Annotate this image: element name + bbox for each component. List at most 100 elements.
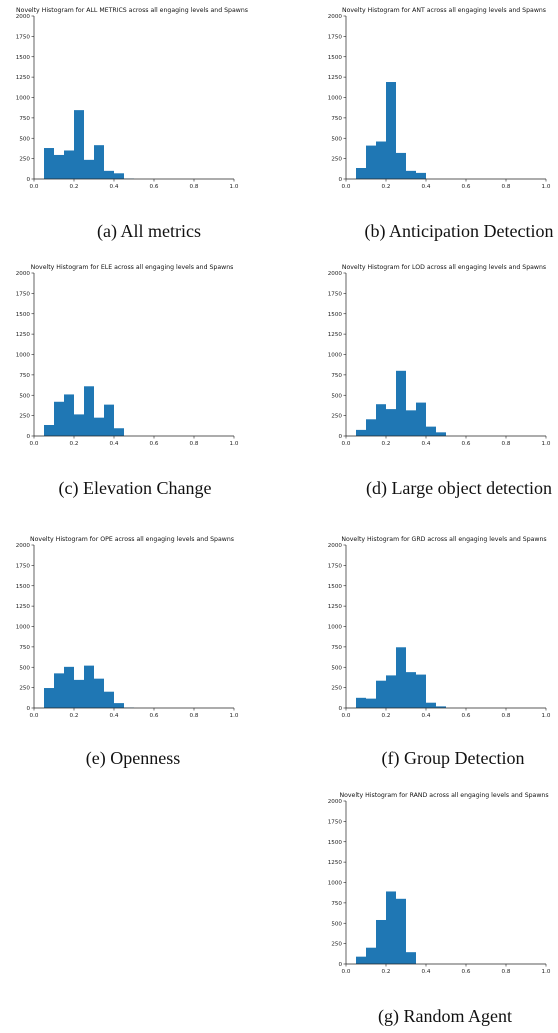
y-tick-label: 1250 [16, 604, 31, 610]
x-tick-label: 1.0 [542, 441, 551, 447]
histogram-bar [114, 428, 124, 436]
y-tick-label: 0 [338, 962, 342, 968]
histogram-bar [114, 173, 124, 179]
chart-all-metrics: Novelty Histogram for ALL METRICS across… [16, 7, 248, 190]
y-tick-label: 1500 [16, 584, 31, 590]
y-tick-label: 2000 [328, 14, 343, 20]
y-tick-label: 0 [26, 434, 30, 440]
caption-openness: (e) Openness [85, 748, 181, 768]
caption-elevation-change: (c) Elevation Change [58, 478, 212, 498]
histogram-bar [406, 672, 416, 708]
histogram-bar [376, 919, 386, 964]
chart-anticipation-detection: Novelty Histogram for ANT across all eng… [328, 7, 551, 190]
histogram-bar [94, 678, 104, 708]
y-tick-label: 0 [338, 177, 342, 183]
panel-large-object-detection: Novelty Histogram for LOD across all eng… [316, 260, 558, 498]
y-tick-label: 250 [19, 414, 30, 420]
y-tick-label: 2000 [16, 543, 31, 549]
x-tick-label: 0.4 [110, 441, 119, 447]
histogram-bar [74, 110, 84, 179]
x-tick-label: 0.4 [422, 713, 431, 719]
histogram-bar [386, 409, 396, 436]
x-tick-label: 0.0 [342, 441, 351, 447]
panel-anticipation-detection: Novelty Histogram for ANT across all eng… [316, 3, 558, 241]
y-tick-label: 1000 [328, 96, 343, 102]
x-tick-label: 0.6 [462, 184, 471, 190]
histogram-bar [54, 154, 64, 179]
y-tick-label: 1000 [16, 96, 31, 102]
y-tick-label: 1750 [16, 291, 31, 297]
y-tick-label: 1750 [328, 291, 343, 297]
x-tick-label: 0.8 [502, 441, 511, 447]
y-tick-label: 1000 [16, 353, 31, 359]
histogram-bar [54, 673, 64, 708]
x-tick-label: 0.8 [502, 184, 511, 190]
panel-openness: Novelty Histogram for OPE across all eng… [4, 532, 274, 768]
y-tick-label: 250 [331, 686, 342, 692]
y-tick-label: 1500 [328, 312, 343, 318]
histogram-bar [104, 170, 114, 179]
y-tick-label: 1750 [328, 34, 343, 40]
histogram-bar [54, 401, 64, 436]
histogram-bar [84, 386, 94, 436]
x-tick-label: 1.0 [542, 713, 551, 719]
chart-title: Novelty Histogram for OPE across all eng… [30, 536, 234, 543]
y-tick-label: 1250 [328, 604, 343, 610]
caption-anticipation-detection: (b) Anticipation Detection [364, 221, 554, 241]
x-tick-label: 0.0 [30, 184, 39, 190]
histogram-bar [386, 82, 396, 179]
chart-title: Novelty Histogram for ELE across all eng… [31, 264, 234, 271]
y-tick-label: 1500 [16, 312, 31, 318]
histogram-bar [366, 947, 376, 964]
y-tick-label: 750 [331, 116, 342, 122]
y-tick-label: 1250 [328, 860, 343, 866]
y-tick-label: 1000 [328, 881, 343, 887]
histogram-bar [64, 150, 74, 179]
chart-title: Novelty Histogram for LOD across all eng… [342, 264, 546, 271]
x-tick-label: 0.0 [342, 969, 351, 975]
y-tick-label: 500 [331, 921, 342, 927]
y-tick-label: 1000 [328, 625, 343, 631]
caption-group-detection: (f) Group Detection [381, 748, 525, 768]
y-tick-label: 250 [19, 157, 30, 163]
histogram-bar [356, 956, 366, 964]
x-tick-label: 0.6 [150, 713, 159, 719]
y-tick-label: 1250 [16, 75, 31, 81]
y-tick-label: 1250 [16, 332, 31, 338]
histogram-bar [416, 172, 426, 179]
y-tick-label: 2000 [16, 14, 31, 20]
y-tick-label: 1750 [328, 819, 343, 825]
caption-all-metrics: (a) All metrics [97, 221, 201, 241]
y-tick-label: 1500 [328, 840, 343, 846]
histogram-bar [396, 647, 406, 708]
histogram-bar [64, 666, 74, 708]
histogram-bar [396, 370, 406, 436]
y-tick-label: 250 [19, 686, 30, 692]
histogram-bar [436, 706, 446, 708]
histogram-bar [406, 170, 416, 179]
x-tick-label: 0.2 [70, 441, 79, 447]
y-tick-label: 750 [331, 645, 342, 651]
histogram-bar [416, 674, 426, 708]
y-tick-label: 1750 [328, 563, 343, 569]
histogram-bar [386, 675, 396, 708]
x-tick-label: 0.8 [190, 713, 199, 719]
histogram-bar [406, 410, 416, 436]
panel-all-metrics: Novelty Histogram for ALL METRICS across… [4, 3, 274, 241]
y-tick-label: 250 [331, 942, 342, 948]
x-tick-label: 0.2 [70, 713, 79, 719]
x-tick-label: 0.0 [30, 441, 39, 447]
y-tick-label: 1500 [328, 55, 343, 61]
x-tick-label: 0.8 [502, 713, 511, 719]
y-tick-label: 1500 [328, 584, 343, 590]
x-tick-label: 1.0 [230, 184, 239, 190]
chart-large-object-detection: Novelty Histogram for LOD across all eng… [328, 264, 551, 447]
y-tick-label: 0 [26, 706, 30, 712]
x-tick-label: 0.4 [110, 184, 119, 190]
histogram-bar [426, 702, 436, 708]
histogram-bar [416, 402, 426, 436]
x-tick-label: 0.6 [150, 184, 159, 190]
x-tick-label: 0.2 [382, 441, 391, 447]
y-tick-label: 750 [19, 116, 30, 122]
x-tick-label: 0.4 [422, 441, 431, 447]
